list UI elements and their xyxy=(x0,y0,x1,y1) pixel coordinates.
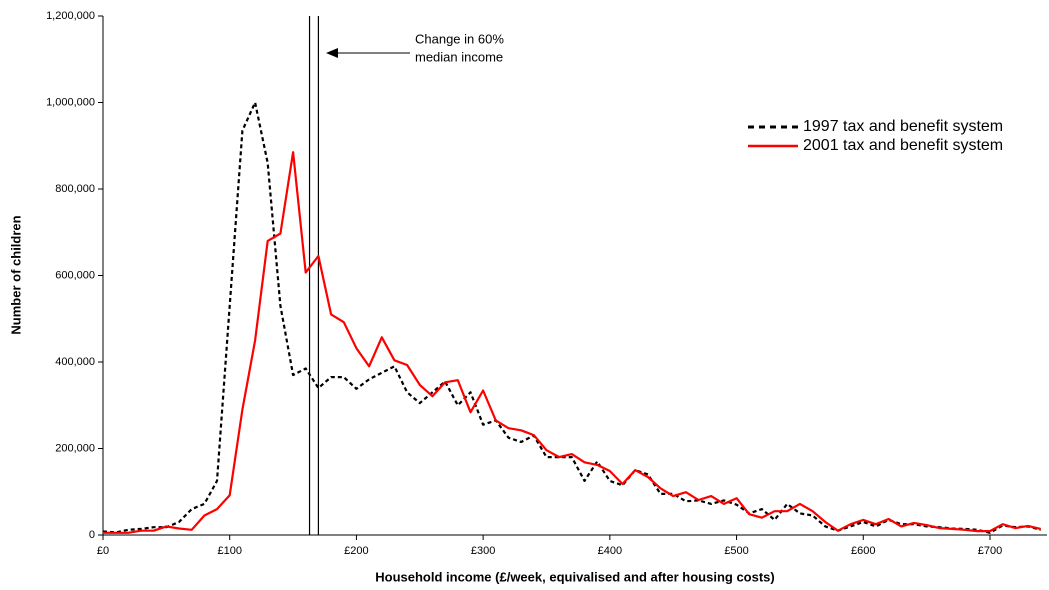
x-axis-title: Household income (£/week, equivalised an… xyxy=(375,569,774,584)
series-line xyxy=(102,101,1041,534)
arrow-head xyxy=(326,48,338,58)
x-tick-label: £600 xyxy=(851,545,875,557)
y-tick-label: 600,000 xyxy=(55,269,95,281)
annotation: Change in 60% xyxy=(415,31,504,46)
y-tick-label: 1,200,000 xyxy=(46,10,95,22)
x-tick-label: £100 xyxy=(217,545,241,557)
x-tick-label: £0 xyxy=(97,545,109,557)
y-tick-label: 0 xyxy=(89,529,95,541)
x-tick-label: £300 xyxy=(471,545,495,557)
series-line xyxy=(103,151,1041,534)
y-tick-label: 1,000,000 xyxy=(46,96,95,108)
x-tick-label: £400 xyxy=(598,545,622,557)
y-tick-label: 200,000 xyxy=(55,442,95,454)
legend-label: 2001 tax and benefit system xyxy=(803,137,1003,154)
y-tick-label: 800,000 xyxy=(55,183,95,195)
y-tick-label: 400,000 xyxy=(55,356,95,368)
x-tick-label: £700 xyxy=(978,545,1002,557)
annotation: median income xyxy=(415,49,503,64)
legend-label: 1997 tax and benefit system xyxy=(803,118,1003,135)
x-tick-label: £200 xyxy=(344,545,368,557)
x-tick-label: £500 xyxy=(724,545,748,557)
y-axis-title: Number of children xyxy=(8,215,23,334)
